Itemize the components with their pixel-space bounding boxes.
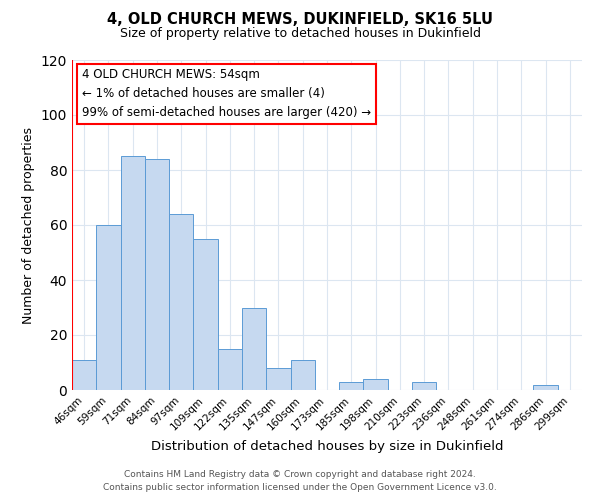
X-axis label: Distribution of detached houses by size in Dukinfield: Distribution of detached houses by size … [151,440,503,453]
Bar [121,156,145,390]
Bar [266,368,290,390]
Bar [412,382,436,390]
Bar [218,349,242,390]
Bar [169,214,193,390]
Text: Contains HM Land Registry data © Crown copyright and database right 2024.
Contai: Contains HM Land Registry data © Crown c… [103,470,497,492]
Bar [96,225,121,390]
Bar [339,382,364,390]
Bar [72,360,96,390]
Bar [145,159,169,390]
Bar [364,379,388,390]
Bar [290,360,315,390]
Bar [533,384,558,390]
Y-axis label: Number of detached properties: Number of detached properties [22,126,35,324]
Text: 4, OLD CHURCH MEWS, DUKINFIELD, SK16 5LU: 4, OLD CHURCH MEWS, DUKINFIELD, SK16 5LU [107,12,493,28]
Text: Size of property relative to detached houses in Dukinfield: Size of property relative to detached ho… [119,28,481,40]
Bar [193,239,218,390]
Bar [242,308,266,390]
Text: 4 OLD CHURCH MEWS: 54sqm
← 1% of detached houses are smaller (4)
99% of semi-det: 4 OLD CHURCH MEWS: 54sqm ← 1% of detache… [82,68,371,119]
